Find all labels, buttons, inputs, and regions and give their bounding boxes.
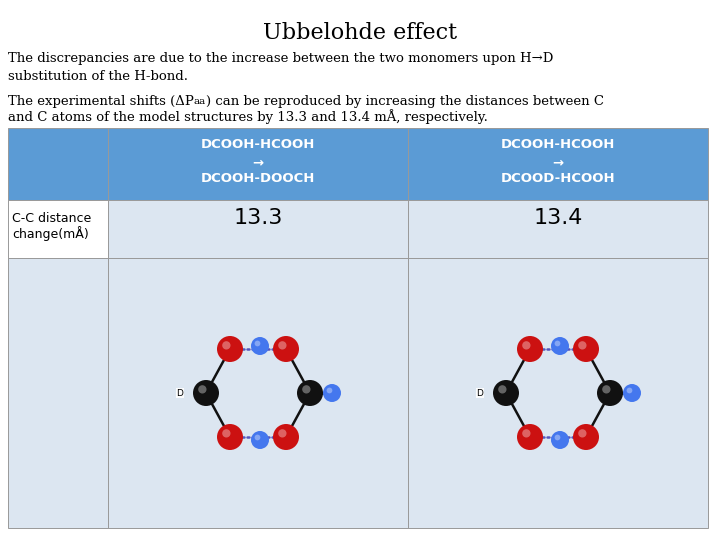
Text: 13.4: 13.4	[534, 208, 582, 228]
Circle shape	[193, 380, 219, 406]
Text: ) can be reproduced by increasing the distances between C: ) can be reproduced by increasing the di…	[206, 95, 604, 108]
Text: D: D	[176, 388, 184, 397]
Circle shape	[302, 385, 310, 394]
Circle shape	[597, 380, 623, 406]
Bar	[8, 200, 108, 258]
Circle shape	[273, 424, 299, 450]
Text: aa: aa	[194, 97, 206, 106]
Circle shape	[323, 384, 341, 402]
Circle shape	[522, 429, 531, 437]
Text: Ubbelohde effect: Ubbelohde effect	[263, 22, 457, 44]
Circle shape	[251, 337, 269, 355]
Circle shape	[517, 424, 543, 450]
Circle shape	[498, 385, 507, 394]
Circle shape	[217, 424, 243, 450]
Text: The discrepancies are due to the increase between the two monomers upon H→D
subs: The discrepancies are due to the increas…	[8, 52, 554, 83]
Text: DCOOH-HCOOH: DCOOH-HCOOH	[201, 138, 315, 151]
Bar	[108, 258, 408, 528]
Bar	[408, 128, 708, 200]
Circle shape	[278, 429, 287, 437]
Circle shape	[578, 429, 587, 437]
Bar	[408, 258, 708, 528]
Circle shape	[297, 380, 323, 406]
Circle shape	[554, 435, 560, 440]
Circle shape	[551, 337, 569, 355]
Text: DCOOD-HCOOH: DCOOD-HCOOH	[500, 172, 616, 185]
Bar	[408, 200, 708, 258]
Bar	[108, 128, 408, 200]
Text: D: D	[477, 388, 483, 397]
Circle shape	[602, 385, 611, 394]
Circle shape	[222, 341, 230, 349]
Circle shape	[255, 435, 261, 440]
Text: and C atoms of the model structures by 13.3 and 13.4 mÅ, respectively.: and C atoms of the model structures by 1…	[8, 109, 488, 124]
Circle shape	[573, 336, 599, 362]
Circle shape	[626, 388, 632, 393]
Circle shape	[522, 341, 531, 349]
Circle shape	[278, 341, 287, 349]
Text: DCOOH-DOOCH: DCOOH-DOOCH	[201, 172, 315, 185]
Circle shape	[327, 388, 333, 393]
Circle shape	[573, 424, 599, 450]
Text: DCOOH-HCOOH: DCOOH-HCOOH	[501, 138, 615, 151]
Bar	[108, 200, 408, 258]
Circle shape	[273, 336, 299, 362]
Circle shape	[517, 336, 543, 362]
Bar	[8, 128, 108, 200]
Circle shape	[493, 380, 519, 406]
Circle shape	[623, 384, 641, 402]
Circle shape	[198, 385, 207, 394]
Circle shape	[222, 429, 230, 437]
Text: C-C distance: C-C distance	[12, 212, 91, 225]
Circle shape	[551, 431, 569, 449]
Circle shape	[255, 341, 261, 346]
Text: →: →	[552, 156, 564, 169]
Text: The experimental shifts (ΔP: The experimental shifts (ΔP	[8, 95, 194, 108]
Text: change(mÅ): change(mÅ)	[12, 226, 89, 241]
Text: →: →	[253, 156, 264, 169]
Circle shape	[554, 341, 560, 346]
Circle shape	[578, 341, 587, 349]
Circle shape	[217, 336, 243, 362]
Circle shape	[251, 431, 269, 449]
Bar	[8, 258, 108, 528]
Text: 13.3: 13.3	[233, 208, 283, 228]
